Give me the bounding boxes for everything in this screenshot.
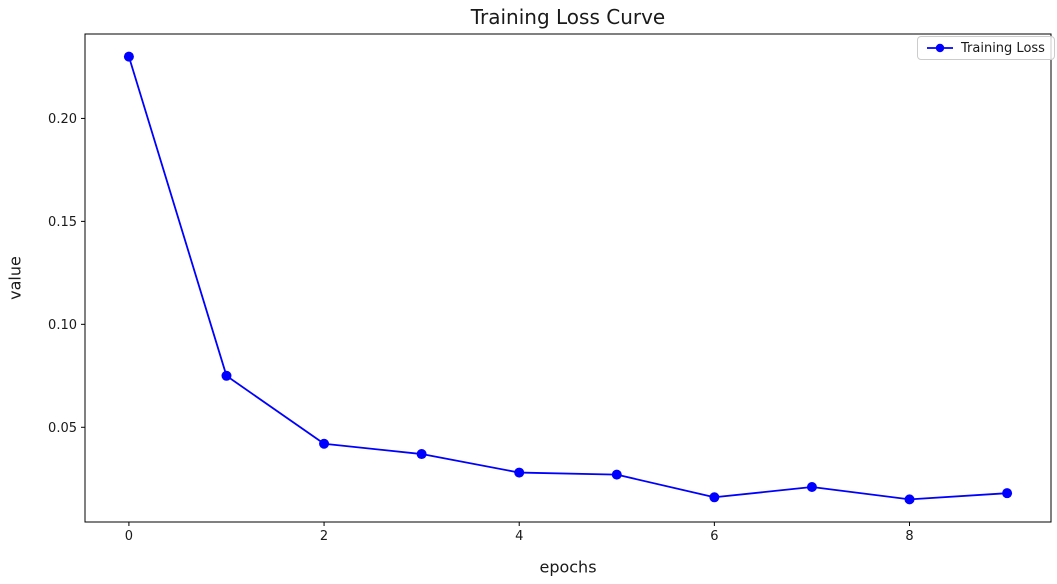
plot-border [84,33,1052,523]
legend-box: Training Loss [917,36,1055,60]
y-tick-label: 0.15 [48,215,77,230]
training-loss-data-point [709,492,720,503]
x-tick-label: 6 [710,529,718,544]
training-loss-data-point [416,449,427,460]
legend-line-marker-icon [927,43,953,53]
x-axis-label: epochs [539,557,597,577]
y-axis-label: value [5,256,25,300]
x-tick-label: 0 [125,529,133,544]
training-loss-data-point [123,51,134,62]
legend-label: Training Loss [961,40,1045,56]
y-tick-label: 0.20 [48,112,77,127]
x-tick-label: 8 [905,529,913,544]
training-loss-data-point [806,481,817,492]
training-loss-data-point [514,467,525,478]
training-loss-line [128,56,1008,501]
training-loss-data-point [904,494,915,505]
y-tick-label: 0.10 [48,318,77,333]
chart-title: Training Loss Curve [470,5,666,29]
training-loss-data-point [221,370,232,381]
training-loss-data-point [1002,488,1013,499]
y-tick-label: 0.05 [48,421,77,436]
training-loss-data-point [611,469,622,480]
training-loss-data-point [319,438,330,449]
x-tick-label: 2 [320,529,328,544]
x-tick-label: 4 [515,529,523,544]
